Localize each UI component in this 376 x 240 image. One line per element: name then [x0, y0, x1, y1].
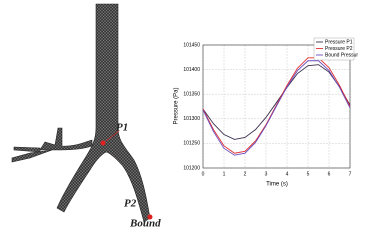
figure-label: P2 — [124, 198, 137, 210]
y-tick-label: 101250 — [183, 141, 200, 147]
y-tick-label: 101300 — [183, 116, 200, 122]
vessel-mesh — [12, 4, 150, 222]
y-tick-label: 101400 — [183, 67, 200, 73]
x-axis-label: Time (s) — [266, 182, 288, 188]
data-line — [203, 61, 350, 155]
x-tick-label: 4 — [286, 171, 289, 177]
y-tick-label: 101450 — [183, 42, 200, 48]
x-tick-label: 2 — [244, 171, 247, 177]
chart: 101200 101250 101300 101350 101400 101450 0 1 2 3… — [183, 38, 358, 177]
x-tick-label: 6 — [328, 171, 331, 177]
point-marker — [101, 141, 106, 146]
figure: P1 P2 Bound 101200 101250 101300 101350 1014… — [0, 0, 376, 240]
x-tick-label: 5 — [307, 171, 310, 177]
x-tick-label: 1 — [223, 171, 226, 177]
legend-label: Pressure P1 — [325, 39, 353, 45]
x-tick-label: 7 — [349, 171, 352, 177]
legend-label: Pressure P2 — [325, 46, 353, 52]
y-axis-label: Pressure (Pa) — [174, 87, 180, 124]
data-line — [203, 65, 350, 140]
x-tick-label: 3 — [265, 171, 268, 177]
y-tick-label: 101350 — [183, 92, 200, 98]
x-tick-label: 0 — [202, 171, 205, 177]
figure-label: P1 — [116, 122, 128, 134]
figure-label: Bound — [129, 218, 161, 230]
y-tick-label: 101200 — [183, 165, 200, 171]
legend-label: Bound Pressur — [325, 52, 358, 58]
